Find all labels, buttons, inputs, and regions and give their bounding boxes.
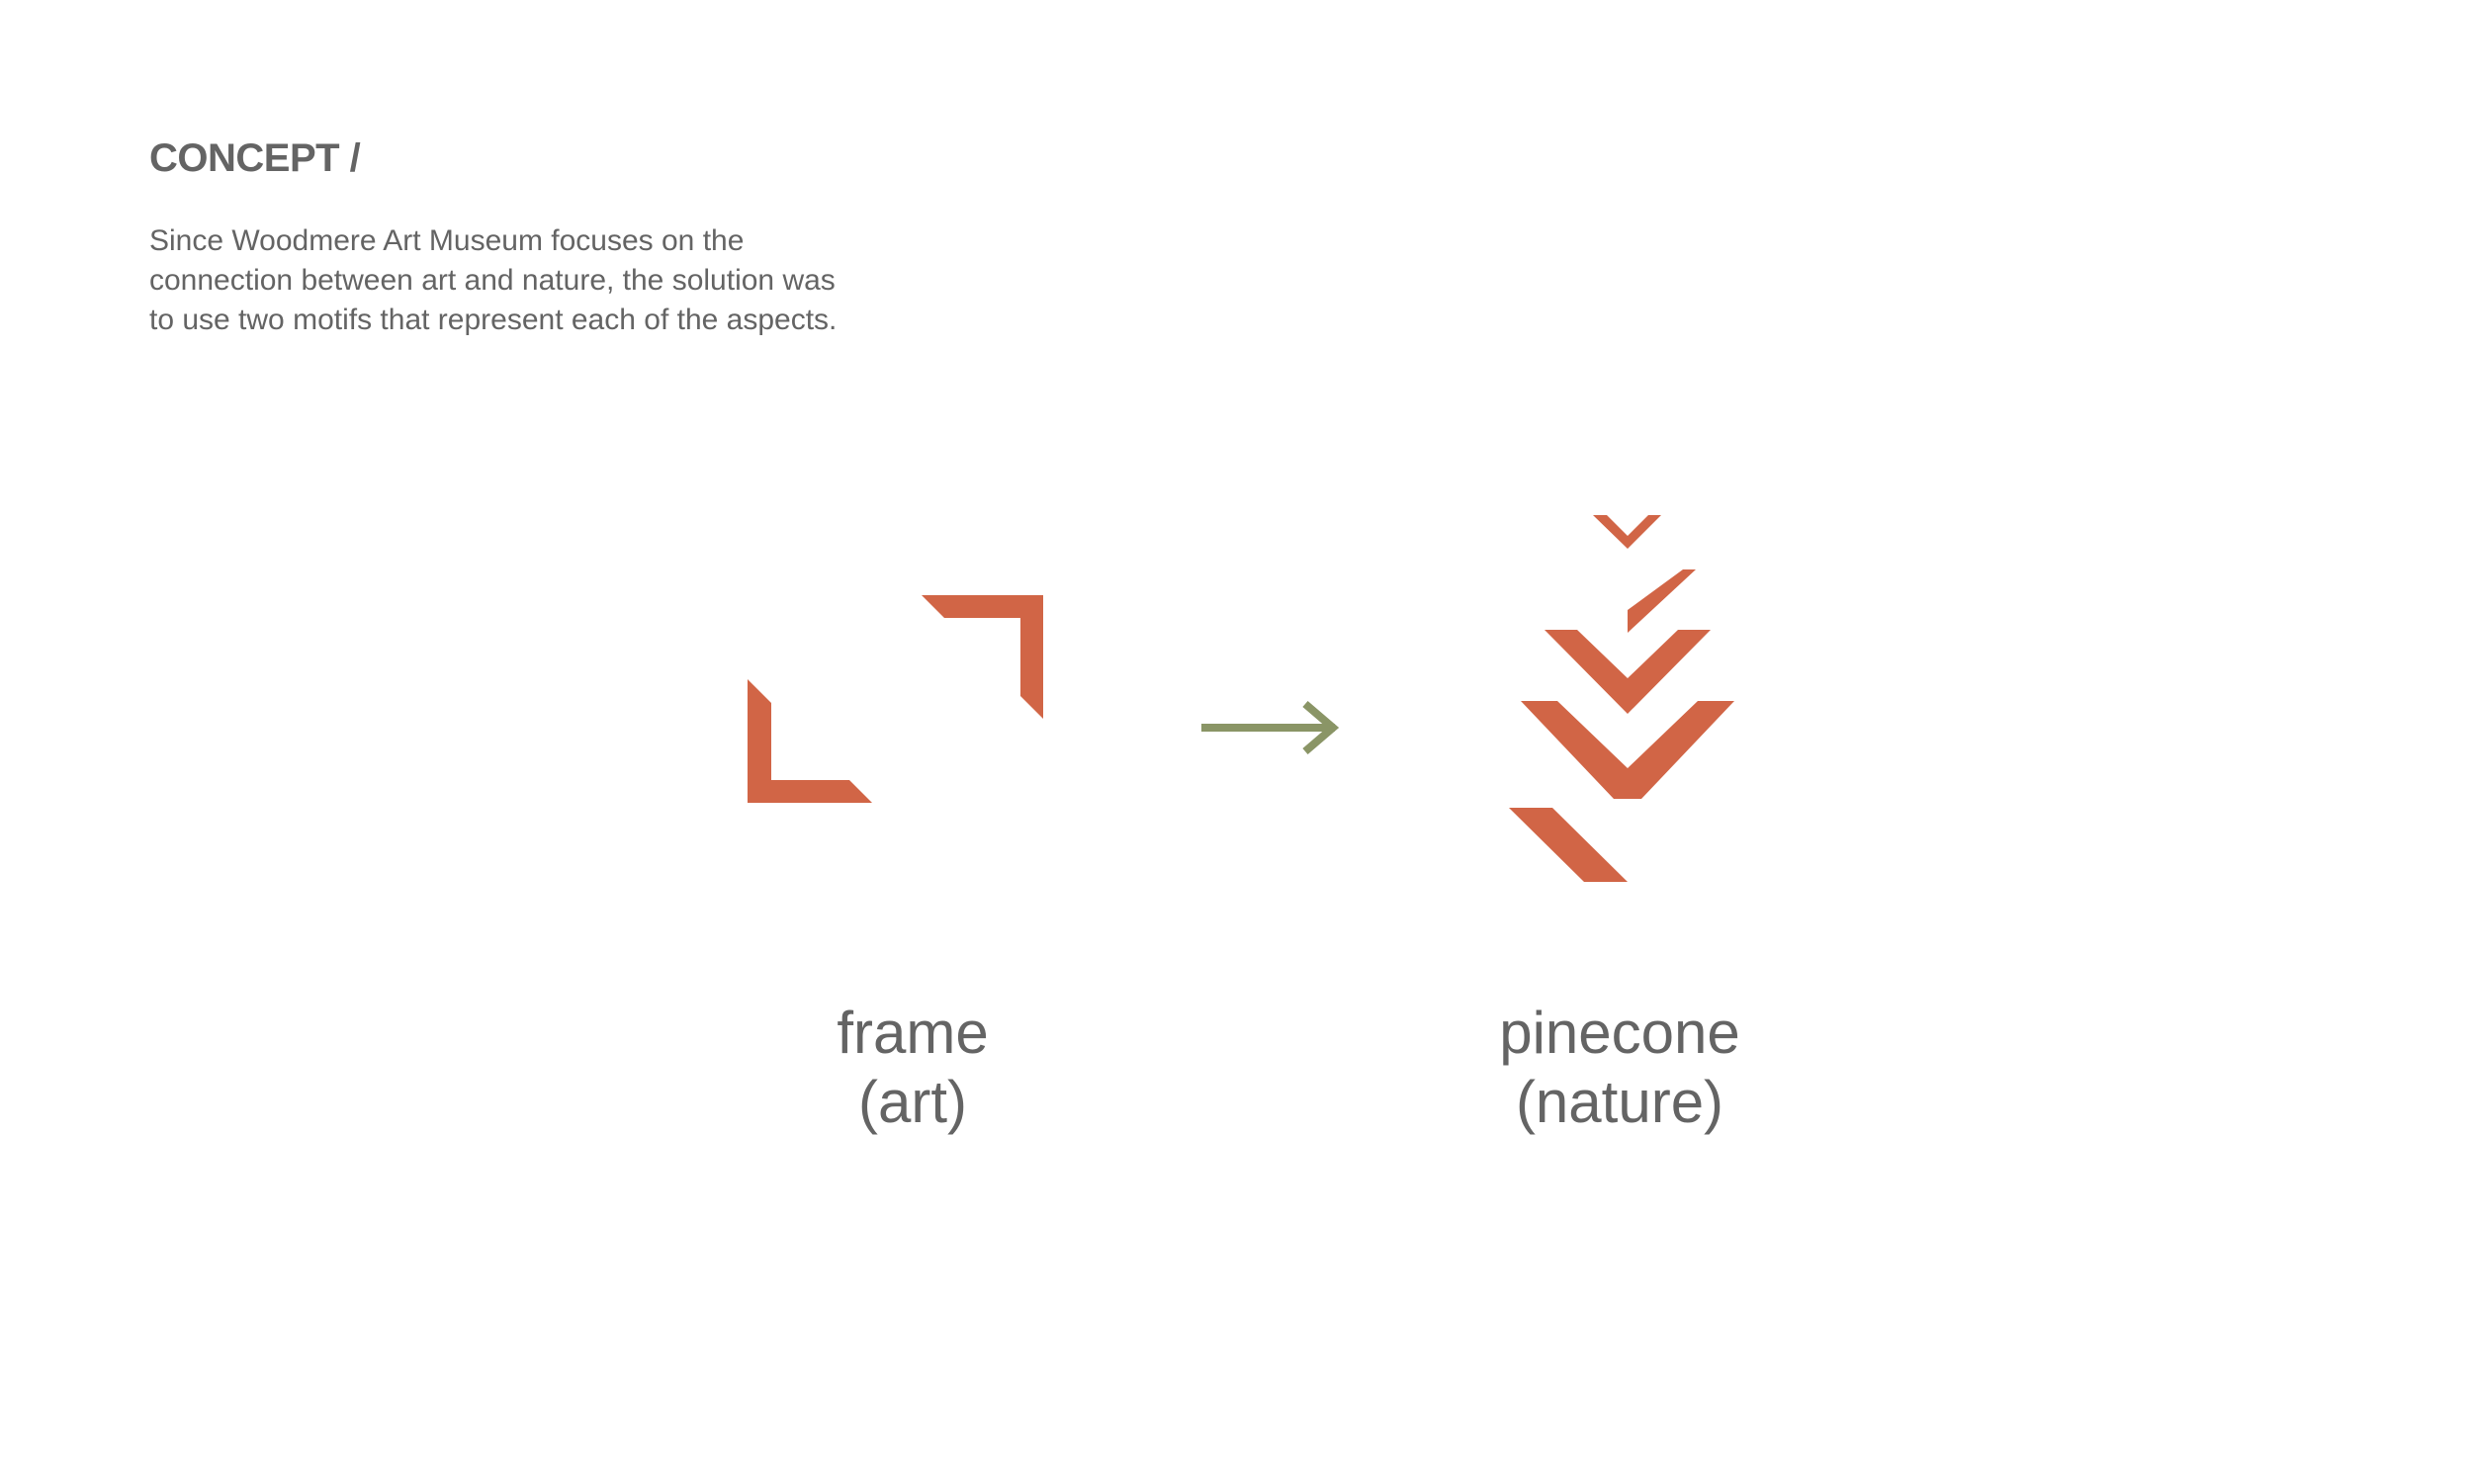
pinecone-chevron-top (1593, 515, 1661, 549)
pinecone-caption: pinecone (nature) (1372, 999, 1867, 1137)
pinecone-half-chevron (1628, 569, 1696, 633)
concept-description: Since Woodmere Art Museum focuses on the… (149, 221, 940, 340)
description-line: connection between art and nature, the s… (149, 264, 836, 297)
frame-corners-icon (748, 595, 1043, 803)
frame-bottom-left-corner (748, 679, 872, 803)
frame-caption-subtitle: (art) (858, 1069, 967, 1135)
description-line: Since Woodmere Art Museum focuses on the (149, 224, 745, 257)
pinecone-chevron-large (1521, 701, 1734, 799)
pinecone-caption-subtitle: (nature) (1515, 1069, 1724, 1135)
pinecone-chevrons-icon (1509, 515, 1734, 882)
pinecone-caption-title: pinecone (1499, 1000, 1740, 1066)
concept-heading: CONCEPT / (149, 136, 361, 180)
frame-caption-title: frame (837, 1000, 989, 1066)
pinecone-chevron-middle (1545, 630, 1711, 714)
description-line: to use two motifs that represent each of… (149, 304, 838, 336)
frame-top-right-corner (922, 595, 1043, 719)
frame-caption: frame (art) (665, 999, 1160, 1137)
pinecone-bottom-stroke (1509, 808, 1628, 882)
right-arrow-icon (1201, 700, 1340, 755)
